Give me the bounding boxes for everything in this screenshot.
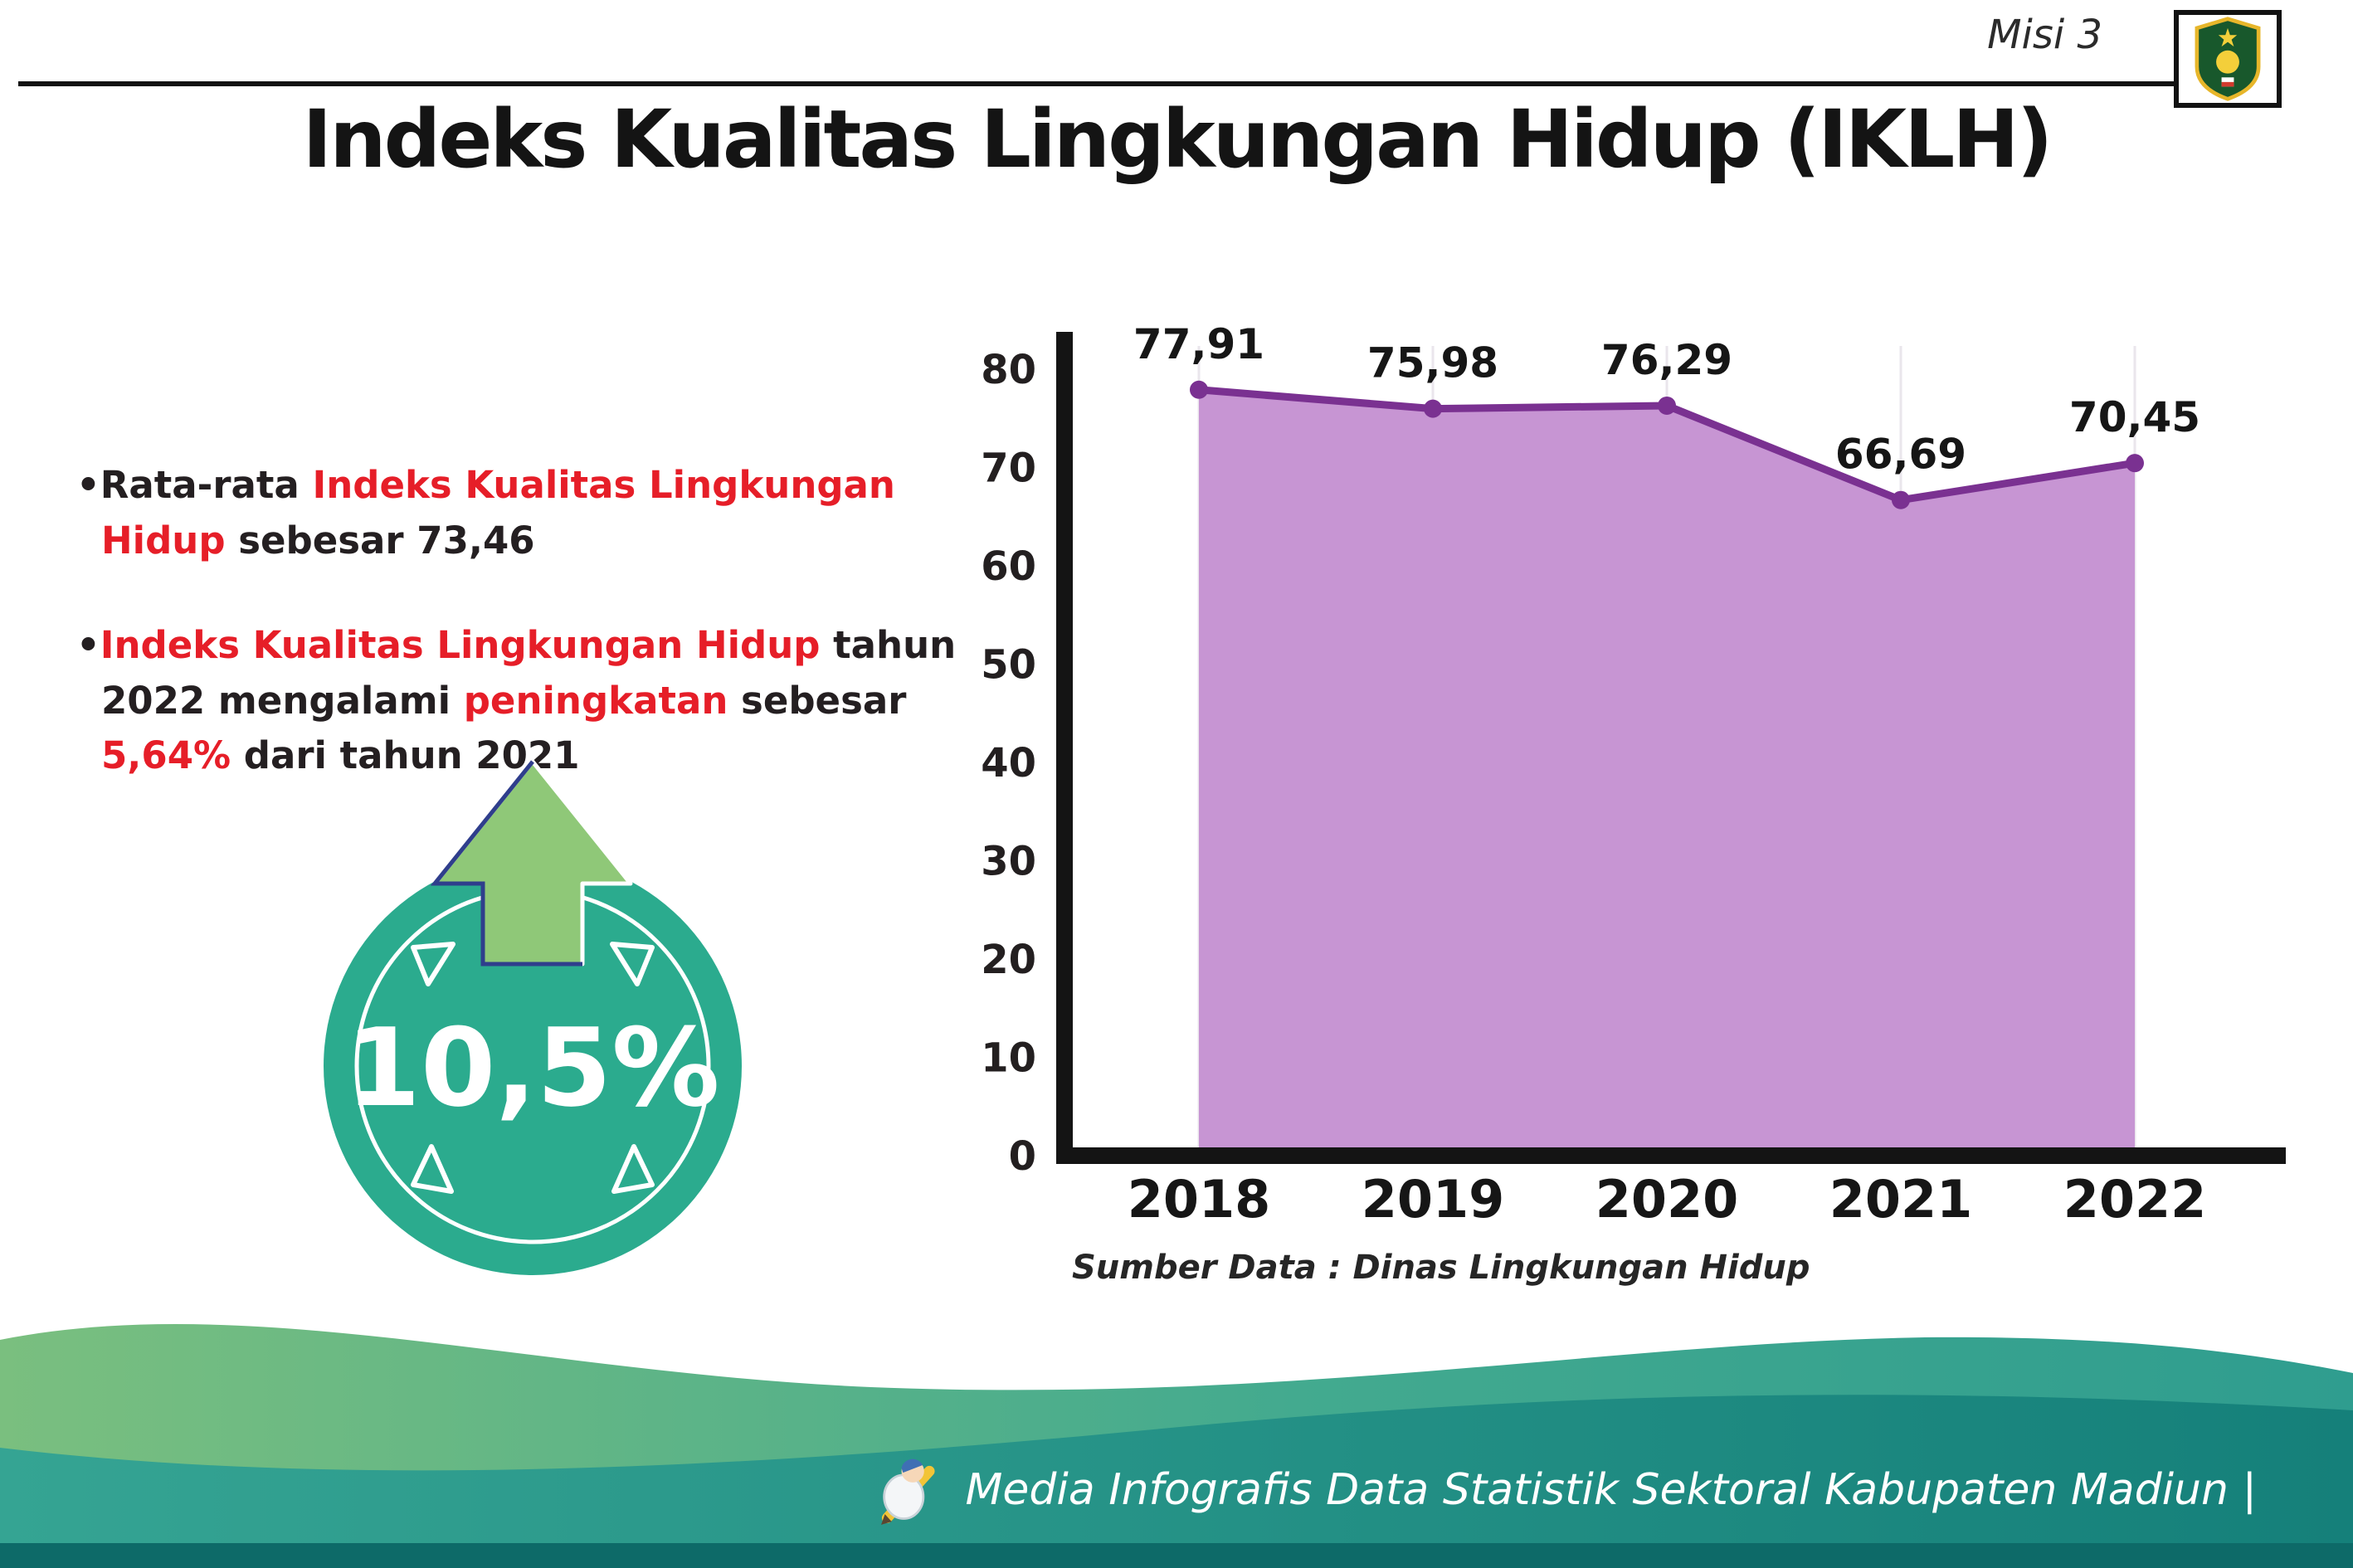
key-points: •Rata-rata Indeks Kualitas Lingkungan Hi…: [76, 458, 968, 834]
value-label: 77,91: [1133, 320, 1264, 368]
x-tick-label: 2018: [1128, 1169, 1271, 1220]
value-label: 70,45: [2069, 393, 2200, 441]
text-segment: peningkatan: [463, 678, 728, 723]
text-segment: Indeks Kualitas Lingkungan Hidup: [101, 463, 895, 562]
text-segment: sebesar: [728, 678, 907, 723]
value-label: 76,29: [1601, 336, 1732, 384]
text-segment: sebesar 73,46: [225, 518, 535, 562]
value-label: 75,98: [1367, 339, 1498, 387]
x-axis: [1056, 1147, 2286, 1164]
up-arrow-outline: [430, 760, 582, 967]
data-point: [1190, 380, 1208, 399]
triangle-decoration: [411, 1144, 454, 1194]
y-tick-label: 40: [981, 740, 1036, 786]
page-title: Indeks Kualitas Lingkungan Hidup (IKLH): [302, 93, 2053, 186]
bullet-marker: •: [76, 623, 100, 668]
y-tick-label: 50: [981, 642, 1036, 689]
y-tick-label: 10: [981, 1035, 1036, 1082]
header-rule: [18, 81, 2174, 86]
y-tick-label: 30: [981, 839, 1036, 885]
kabupaten-madiun-logo: [2195, 17, 2261, 101]
y-axis: [1056, 332, 1073, 1164]
triangle-decoration: [610, 942, 655, 986]
footer-credit: Media Infografis Data Statistik Sektoral…: [865, 1449, 2257, 1531]
x-tick-label: 2020: [1595, 1169, 1739, 1220]
data-point: [1658, 396, 1676, 415]
value-label: 66,69: [1835, 431, 1966, 479]
x-tick-label: 2019: [1362, 1169, 1505, 1220]
y-tick-label: 0: [1009, 1133, 1036, 1180]
triangle-decoration: [611, 1144, 655, 1194]
badge-value: 10,5%: [345, 1005, 719, 1131]
area-fill: [1199, 389, 2135, 1157]
data-point: [1892, 490, 1910, 509]
x-tick-label: 2021: [1829, 1169, 1973, 1220]
bullet-increase-2022: •Indeks Kualitas Lingkungan Hidup tahun …: [76, 618, 968, 784]
footer-wave: [0, 1324, 2353, 1568]
bullet-average-iklh: •Rata-rata Indeks Kualitas Lingkungan Hi…: [76, 458, 968, 568]
chart-area: 77,91 75,98 76,29 66,69 70,45 0 10 20 30 40 50 60 70…: [950, 290, 2294, 1230]
text-segment: Rata-rata: [100, 463, 313, 507]
data-point: [2126, 454, 2144, 473]
chart-source-caption: Sumber Data : Dinas Lingkungan Hidup: [1072, 1249, 1810, 1287]
data-point: [1424, 399, 1442, 418]
text-segment: tahun 2022 mengalami: [101, 623, 957, 723]
y-tick-label: 80: [981, 347, 1036, 393]
text-segment: Indeks Kualitas Lingkungan Hidup: [100, 623, 821, 668]
mascot-icon: [880, 1458, 935, 1525]
y-tick-label: 70: [981, 446, 1036, 492]
y-tick-label: 20: [981, 937, 1036, 983]
badge-circle: [324, 857, 742, 1275]
x-tick-label: 2022: [2063, 1169, 2207, 1220]
footer-credit-text: Media Infografis Data Statistik Sektoral…: [965, 1465, 2257, 1515]
bullet-marker: •: [76, 463, 100, 507]
iklh-area-chart: 77,91 75,98 76,29 66,69 70,45 0 10 20 30 40 50 60 70…: [981, 320, 2286, 1230]
wave-front: [0, 1395, 2353, 1568]
triangle-decoration: [411, 942, 455, 986]
y-tick-label: 60: [981, 543, 1036, 590]
text-segment: 5,64%: [101, 733, 231, 778]
misi-label: Misi 3: [1987, 12, 2102, 58]
logo-frame: [2174, 10, 2282, 108]
footer-bottom-strip: [0, 1543, 2353, 1568]
increase-badge: 10,5%: [290, 730, 788, 1311]
